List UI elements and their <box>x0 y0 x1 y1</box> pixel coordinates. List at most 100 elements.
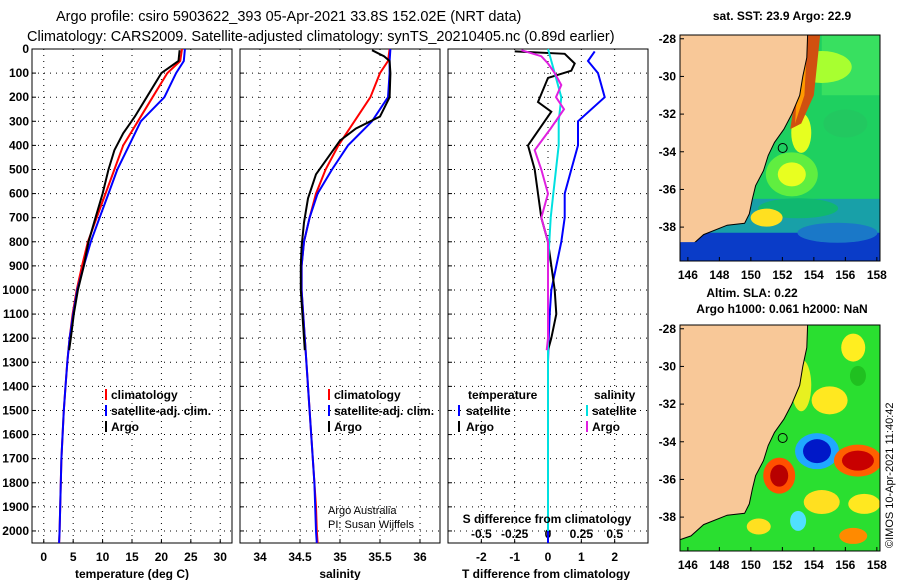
sla-patch <box>848 493 880 514</box>
map-y-tick-label: -28 <box>659 322 677 336</box>
map-y-tick-label: -28 <box>659 32 677 46</box>
difference-plot: -2 -1 0 1 2-0.5 -0.25 0 0.25 0.5 <box>448 48 648 564</box>
depth-tick-label: 100 <box>9 66 29 80</box>
sla-cold-eddy-core <box>803 439 832 464</box>
map-y-tick-label: -38 <box>659 510 677 524</box>
map-x-tick-label: 150 <box>741 558 761 572</box>
series-temperature-satellite <box>547 50 606 543</box>
legend-swatch-t-argo <box>458 421 460 432</box>
map-y-tick-label: -36 <box>659 182 677 196</box>
salinity-axis-label: salinity <box>319 567 361 580</box>
s-tick-label: 0.5 <box>606 527 623 541</box>
sla-warm-eddy-core <box>841 450 874 471</box>
depth-tick-label: 300 <box>9 114 29 128</box>
map-x-tick-label: 146 <box>678 268 698 282</box>
map-y-tick-label: -32 <box>659 107 677 121</box>
series-satellite-adj-clim- <box>58 48 186 544</box>
t-difference-axis-label: T difference from climatology <box>462 567 630 580</box>
s-tick-label: -0.5 <box>471 527 492 541</box>
x-tick-label: 1 <box>578 550 585 564</box>
depth-tick-label: 500 <box>9 162 29 176</box>
sla-patch <box>841 333 866 362</box>
s-tick-label: -0.25 <box>501 527 529 541</box>
x-tick-label: 10 <box>96 550 110 564</box>
map-body <box>680 35 880 261</box>
depth-tick-label: 900 <box>9 259 29 273</box>
legend-label-s-satellite: satellite <box>592 404 637 418</box>
sla-map-title-line1: Altim. SLA: 0.22 <box>706 286 798 300</box>
sst-patch <box>777 162 806 187</box>
legend-title-temperature: temperature <box>468 388 538 402</box>
legend-swatch-argo <box>105 421 107 432</box>
depth-tick-label: 1000 <box>2 283 29 297</box>
map-x-tick-label: 152 <box>772 268 792 282</box>
sst-map: 146 148 150 152 154 156 158 -28 -30 -32 -34 -36 -38 <box>659 32 888 282</box>
map-x-tick-label: 154 <box>804 268 824 282</box>
map-x-tick-label: 158 <box>867 558 887 572</box>
sla-patch <box>746 518 771 535</box>
x-tick-label: -2 <box>476 550 487 564</box>
legend-title-salinity: salinity <box>594 388 636 402</box>
x-tick-label: -1 <box>509 550 520 564</box>
legend-label-satellite: satellite-adj. clim. <box>334 404 434 418</box>
legend-label-climatology: climatology <box>334 388 401 402</box>
sla-patch <box>803 490 840 515</box>
legend-swatch-climatology <box>105 389 107 400</box>
x-tick-label: 2 <box>611 550 618 564</box>
map-x-tick-label: 156 <box>835 268 855 282</box>
series-climatology <box>300 48 391 544</box>
map-x-tick-label: 148 <box>709 268 729 282</box>
map-y-tick-label: -34 <box>659 145 677 159</box>
map-x-tick-label: 156 <box>835 558 855 572</box>
sla-map-title-line2: Argo h1000: 0.061 h2000: NaN <box>696 302 867 316</box>
legend-label-t-argo: Argo <box>466 420 494 434</box>
depth-tick-label: 400 <box>9 138 29 152</box>
depth-tick-label: 1900 <box>2 500 29 514</box>
depth-tick-label: 600 <box>9 187 29 201</box>
depth-tick-label: 2000 <box>2 524 29 538</box>
map-x-tick-label: 154 <box>804 558 824 572</box>
map-y-tick-label: -38 <box>659 220 677 234</box>
figure-title-line1: Argo profile: csiro 5903622_393 05-Apr-2… <box>56 9 521 25</box>
series-satellite-adj-clim- <box>300 48 392 544</box>
x-tick-label: 20 <box>155 550 169 564</box>
land <box>680 325 809 541</box>
map-y-tick-label: -30 <box>659 69 677 83</box>
series-salinity-argo <box>521 49 566 351</box>
depth-tick-label: 1600 <box>2 428 29 442</box>
depth-tick-label: 1300 <box>2 355 29 369</box>
sla-patch <box>811 386 848 415</box>
s-difference-axis-label: S difference from climatology <box>463 512 632 526</box>
x-tick-label: 36 <box>413 550 427 564</box>
map-x-tick-label: 148 <box>709 558 729 572</box>
depth-tick-label: 1500 <box>2 403 29 417</box>
map-frame <box>679 324 881 552</box>
sst-patch <box>797 222 878 243</box>
x-tick-label: 34 <box>253 550 267 564</box>
sst-patch <box>823 109 868 138</box>
legend-label-t-satellite: satellite <box>466 404 511 418</box>
legend-label-s-argo: Argo <box>592 420 620 434</box>
argo-float-marker <box>777 143 788 153</box>
legend-label-argo: Argo <box>334 420 362 434</box>
map-x-tick-label: 146 <box>678 558 698 572</box>
map-y-tick-label: -36 <box>659 472 677 486</box>
map-x-tick-label: 158 <box>867 268 887 282</box>
x-tick-label: 15 <box>125 550 139 564</box>
map-frame <box>679 34 881 262</box>
credit-line2: PI: Susan Wijffels <box>328 519 414 531</box>
depth-tick-label: 200 <box>9 90 29 104</box>
sla-patch <box>849 365 866 386</box>
imos-timestamp: ©IMOS 10-Apr-2021 11:40:42 <box>884 403 896 548</box>
depth-tick-label: 1200 <box>2 331 29 345</box>
salinity-legend: climatology satellite-adj. clim. Argo <box>328 388 434 434</box>
temperature-legend: climatology satellite-adj. clim. Argo <box>105 388 211 434</box>
map-x-tick-label: 152 <box>772 558 792 572</box>
legend-swatch-s-argo <box>586 421 588 432</box>
figure-title-line2: Climatology: CARS2009. Satellite-adjuste… <box>27 29 615 45</box>
land <box>680 35 809 251</box>
depth-tick-label: 1400 <box>2 379 29 393</box>
difference-legend: temperature satellite Argo salinity sate… <box>458 388 637 434</box>
series-argo <box>68 50 181 351</box>
